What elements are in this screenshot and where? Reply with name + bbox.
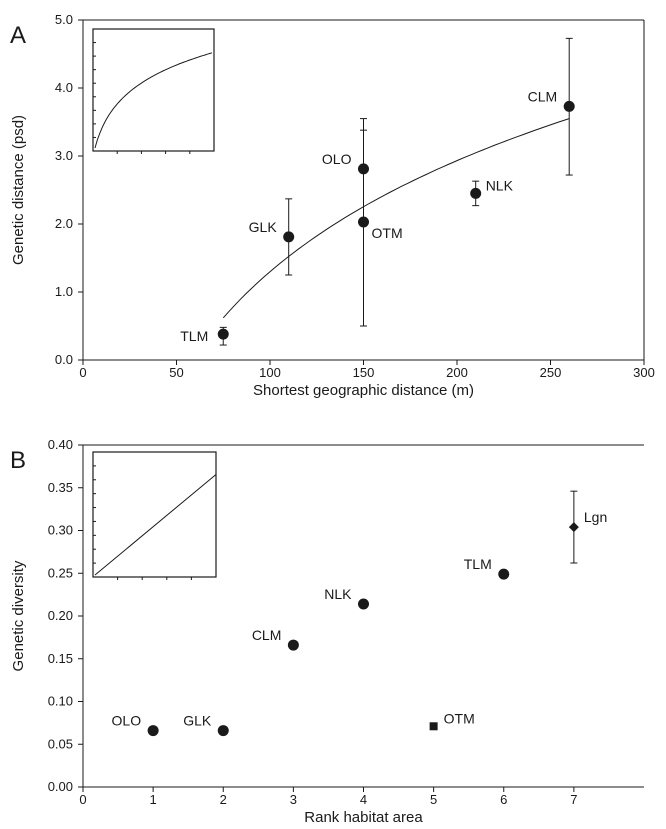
- x-axis-title: Shortest geographic distance (m): [253, 382, 474, 399]
- data-point: [358, 598, 369, 610]
- x-axis-title: Rank habitat area: [304, 809, 423, 826]
- x-tick-label: 200: [446, 365, 468, 380]
- fit-curve: [222, 118, 570, 319]
- point-label: GLK: [249, 219, 278, 235]
- point-label: OLO: [112, 713, 142, 729]
- inset-frame: [92, 451, 217, 578]
- x-tick-label: 300: [633, 365, 655, 380]
- y-tick-label: 0.20: [48, 608, 73, 623]
- point-label: TLM: [180, 328, 208, 344]
- x-tick-label: 5: [430, 792, 437, 807]
- x-tick-label: 0: [79, 792, 86, 807]
- point-label: CLM: [528, 88, 558, 104]
- y-tick-label: 3.0: [55, 148, 73, 163]
- y-tick-label: 0.0: [55, 352, 73, 367]
- data-point: [283, 231, 295, 243]
- data-point: [563, 100, 575, 112]
- point-label: TLM: [464, 556, 492, 572]
- y-tick-label: 0.25: [48, 565, 73, 580]
- panel-a: A 0 50 100 150 200 250 300 0.0 1.0 2.0 3.0 4.0 5.0 Sho…: [10, 12, 655, 399]
- x-tick-label: 3: [290, 792, 297, 807]
- data-point: [470, 187, 482, 199]
- y-tick-label: 4.0: [55, 80, 73, 95]
- y-tick-label: 0.35: [48, 480, 73, 495]
- y-tick-label: 0.00: [48, 779, 73, 794]
- data-point: [217, 725, 229, 737]
- y-axis-title: Genetic distance (psd): [10, 115, 27, 265]
- point-label: CLM: [252, 627, 282, 643]
- x-tick-label: 50: [169, 365, 183, 380]
- point-label: OTM: [372, 225, 403, 241]
- x-tick-label: 7: [570, 792, 577, 807]
- x-tick-label: 0: [79, 365, 86, 380]
- panel-b: B 0 1 2 3 4 5 6 7 0.00 0.05 0.10 0.15 0.20 0.25 0.30 0.3…: [10, 437, 644, 826]
- panel-letter: A: [10, 22, 26, 49]
- x-tick-label: 4: [360, 792, 367, 807]
- y-tick-label: 2.0: [55, 216, 73, 231]
- y-tick-label: 1.0: [55, 284, 73, 299]
- point-label: NLK: [486, 177, 514, 193]
- inset-curve: [94, 474, 217, 576]
- data-point-diamond: [568, 522, 579, 533]
- x-tick-label: 2: [220, 792, 227, 807]
- x-tick-label: 6: [500, 792, 507, 807]
- point-label: OTM: [444, 710, 475, 726]
- y-tick-label: 0.05: [48, 736, 73, 751]
- point-label: OLO: [322, 151, 352, 167]
- y-tick-label: 0.10: [48, 694, 73, 709]
- x-tick-label: 100: [259, 365, 281, 380]
- data-point-square: [429, 722, 438, 731]
- data-point: [147, 725, 159, 737]
- point-label: Lgn: [584, 509, 607, 525]
- x-tick-label: 250: [540, 365, 562, 380]
- point-label: NLK: [324, 586, 352, 602]
- x-tick-label: 1: [150, 792, 157, 807]
- data-point: [498, 568, 510, 580]
- inset-frame: [92, 28, 215, 152]
- panel-letter: B: [10, 447, 26, 474]
- y-tick-label: 5.0: [55, 12, 73, 27]
- y-tick-label: 0.30: [48, 523, 73, 538]
- data-point: [358, 216, 369, 228]
- y-tick-label: 0.40: [48, 437, 73, 452]
- inset-curve: [94, 52, 213, 149]
- data-point: [287, 639, 299, 651]
- x-tick-label: 150: [353, 365, 375, 380]
- point-label: GLK: [183, 713, 212, 729]
- data-point: [217, 328, 229, 340]
- y-tick-label: 0.15: [48, 651, 73, 666]
- y-axis-title: Genetic diversity: [10, 560, 27, 671]
